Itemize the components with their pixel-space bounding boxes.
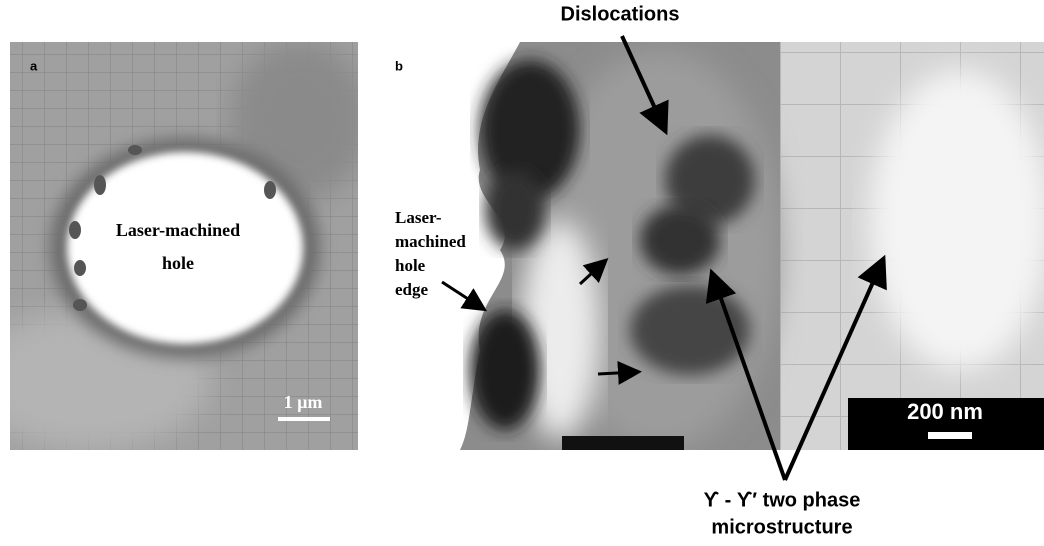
micrograph-b [372,42,1044,450]
panel-label: a [30,58,38,73]
phase-label: microstructure [711,516,852,538]
scale-bar-label: 200 nm [907,399,983,424]
panel-label: b [395,58,403,73]
edge-label-line: hole [395,256,426,275]
scale-bar [928,432,972,439]
scale-bar [278,417,330,421]
page: a Laser-machined hole 1 µm b Dislocation… [0,0,1044,546]
figure: a Laser-machined hole 1 µm b Dislocation… [0,0,1044,546]
edge-label-line: Laser- [395,208,442,227]
edge-label-line: edge [395,280,429,299]
annotation: Dislocations [561,3,680,25]
hole-label: Laser-machined [116,220,240,240]
micrograph-a [0,40,370,450]
arrow [598,372,636,374]
edge-label-line: machined [395,232,466,251]
hole-label: hole [162,253,194,273]
phase-label: ϒ - ϒ′ two phase [704,489,861,511]
scale-bar-label: 1 µm [284,392,323,412]
